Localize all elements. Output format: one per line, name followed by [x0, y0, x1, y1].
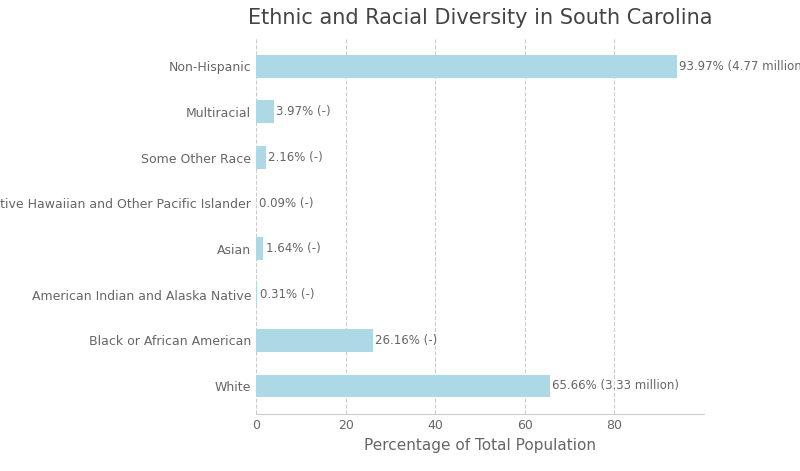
Text: 3.97% (-): 3.97% (-): [276, 106, 330, 118]
Text: 0.09% (-): 0.09% (-): [258, 197, 313, 210]
Bar: [256, 283, 258, 306]
Bar: [256, 374, 550, 398]
Bar: [256, 329, 373, 352]
Text: 0.31% (-): 0.31% (-): [260, 288, 314, 301]
Title: Ethnic and Racial Diversity in South Carolina: Ethnic and Racial Diversity in South Car…: [248, 8, 712, 28]
X-axis label: Percentage of Total Population: Percentage of Total Population: [364, 438, 596, 453]
Bar: [256, 55, 677, 78]
Text: 93.97% (4.77 million): 93.97% (4.77 million): [679, 60, 800, 73]
Text: 65.66% (3.33 million): 65.66% (3.33 million): [552, 380, 679, 392]
Text: 1.64% (-): 1.64% (-): [266, 243, 320, 255]
Bar: [256, 237, 263, 260]
Text: 26.16% (-): 26.16% (-): [375, 334, 438, 347]
Bar: [256, 100, 274, 123]
Bar: [256, 146, 266, 169]
Text: 2.16% (-): 2.16% (-): [268, 151, 322, 164]
